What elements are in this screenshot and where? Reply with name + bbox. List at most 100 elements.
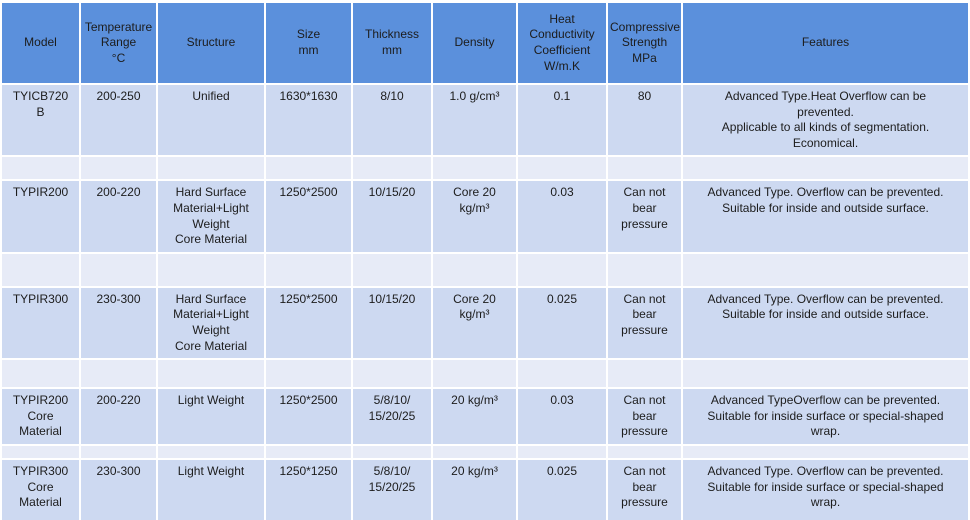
cell-model: TYICB720 B — [2, 85, 79, 156]
spacer-cell — [2, 360, 79, 388]
cell-size: 1250*2500 — [266, 181, 351, 252]
cell-density: Core 20 kg/m³ — [433, 287, 516, 359]
cell-model: TYPIR300 — [2, 287, 79, 359]
cell-thickness: 8/10 — [353, 85, 431, 156]
table-row: TYPIR200 200-220 Hard Surface Material+L… — [2, 181, 968, 252]
cell-thickness: 10/15/20 — [353, 181, 431, 252]
spacer-cell — [2, 253, 79, 286]
cell-size: 1250*2500 — [266, 389, 351, 444]
spacer-cell — [2, 445, 79, 458]
cell-heat-conductivity: 0.03 — [518, 181, 606, 252]
cell-size: 1250*2500 — [266, 287, 351, 359]
table-row: TYPIR300 230-300 Hard Surface Material+L… — [2, 287, 968, 359]
spacer-cell — [683, 360, 968, 388]
cell-size: 1250*1250 — [266, 459, 351, 520]
spacer-cell — [353, 360, 431, 388]
cell-structure: Light Weight — [158, 459, 264, 520]
cell-density: 1.0 g/cm³ — [433, 85, 516, 156]
header-cell-density: Density — [433, 3, 516, 83]
header-cell-model: Model — [2, 3, 79, 83]
cell-density: 20 kg/m³ — [433, 389, 516, 444]
spacer-cell — [433, 253, 516, 286]
spacer-cell — [81, 360, 156, 388]
cell-heat-conductivity: 0.03 — [518, 389, 606, 444]
spacer-cell — [608, 360, 681, 388]
cell-temperature-range: 230-300 — [81, 287, 156, 359]
cell-structure: Unified — [158, 85, 264, 156]
table-row: TYPIR300 Core Material 230-300 Light Wei… — [2, 459, 968, 520]
spacer-cell — [266, 253, 351, 286]
cell-structure: Hard Surface Material+Light Weight Core … — [158, 287, 264, 359]
cell-density: Core 20 kg/m³ — [433, 181, 516, 252]
spacer-cell — [518, 360, 606, 388]
header-cell-features: Features — [683, 3, 968, 83]
spacer-cell — [433, 157, 516, 180]
cell-heat-conductivity: 0.025 — [518, 459, 606, 520]
cell-compressive-strength: Can not bear pressure — [608, 459, 681, 520]
spacer-cell — [433, 445, 516, 458]
header-cell-compressive-strength: Compressive Strength MPa — [608, 3, 681, 83]
spacer-cell — [683, 157, 968, 180]
cell-model: TYPIR200 — [2, 181, 79, 252]
cell-heat-conductivity: 0.025 — [518, 287, 606, 359]
cell-compressive-strength: Can not bear pressure — [608, 287, 681, 359]
cell-temperature-range: 200-220 — [81, 181, 156, 252]
header-cell-size: Size mm — [266, 3, 351, 83]
spacer-cell — [608, 445, 681, 458]
header-cell-thickness: Thickness mm — [353, 3, 431, 83]
cell-features: Advanced Type. Overflow can be prevented… — [683, 287, 968, 359]
spacer-row — [2, 360, 968, 388]
header-cell-heat-conductivity: Heat Conductivity Coefficient W/m.K — [518, 3, 606, 83]
spacer-cell — [683, 253, 968, 286]
spacer-row — [2, 157, 968, 180]
cell-compressive-strength: 80 — [608, 85, 681, 156]
spacer-row — [2, 253, 968, 286]
table-row: TYICB720 B 200-250 Unified 1630*1630 8/1… — [2, 85, 968, 156]
spacer-cell — [158, 445, 264, 458]
spacer-cell — [683, 445, 968, 458]
cell-features: Advanced TypeOverflow can be prevented. … — [683, 389, 968, 444]
cell-model: TYPIR200 Core Material — [2, 389, 79, 444]
cell-thickness: 5/8/10/ 15/20/25 — [353, 389, 431, 444]
cell-size: 1630*1630 — [266, 85, 351, 156]
spacer-cell — [518, 445, 606, 458]
cell-compressive-strength: Can not bear pressure — [608, 181, 681, 252]
spacer-cell — [608, 157, 681, 180]
spacer-cell — [81, 253, 156, 286]
spacer-cell — [266, 445, 351, 458]
cell-features: Advanced Type. Overflow can be prevented… — [683, 459, 968, 520]
spacer-cell — [158, 360, 264, 388]
cell-density: 20 kg/m³ — [433, 459, 516, 520]
spacer-cell — [353, 445, 431, 458]
spacer-cell — [81, 157, 156, 180]
cell-temperature-range: 200-250 — [81, 85, 156, 156]
spacer-cell — [518, 253, 606, 286]
spacer-cell — [158, 253, 264, 286]
cell-features: Advanced Type. Overflow can be prevented… — [683, 181, 968, 252]
cell-temperature-range: 230-300 — [81, 459, 156, 520]
header-cell-structure: Structure — [158, 3, 264, 83]
spacer-cell — [353, 157, 431, 180]
cell-thickness: 10/15/20 — [353, 287, 431, 359]
header-row: Model Temperature Range °C Structure Siz… — [2, 3, 968, 83]
cell-features: Advanced Type.Heat Overflow can be preve… — [683, 85, 968, 156]
spacer-cell — [353, 253, 431, 286]
spacer-cell — [266, 157, 351, 180]
spacer-cell — [266, 360, 351, 388]
table-row: TYPIR200 Core Material 200-220 Light Wei… — [2, 389, 968, 444]
cell-thickness: 5/8/10/ 15/20/25 — [353, 459, 431, 520]
spacer-cell — [608, 253, 681, 286]
spacer-cell — [2, 157, 79, 180]
cell-model: TYPIR300 Core Material — [2, 459, 79, 520]
spacer-cell — [81, 445, 156, 458]
cell-structure: Light Weight — [158, 389, 264, 444]
cell-temperature-range: 200-220 — [81, 389, 156, 444]
header-cell-temperature-range: Temperature Range °C — [81, 3, 156, 83]
cell-structure: Hard Surface Material+Light Weight Core … — [158, 181, 264, 252]
cell-heat-conductivity: 0.1 — [518, 85, 606, 156]
spacer-cell — [158, 157, 264, 180]
cell-compressive-strength: Can not bear pressure — [608, 389, 681, 444]
spacer-row — [2, 445, 968, 458]
